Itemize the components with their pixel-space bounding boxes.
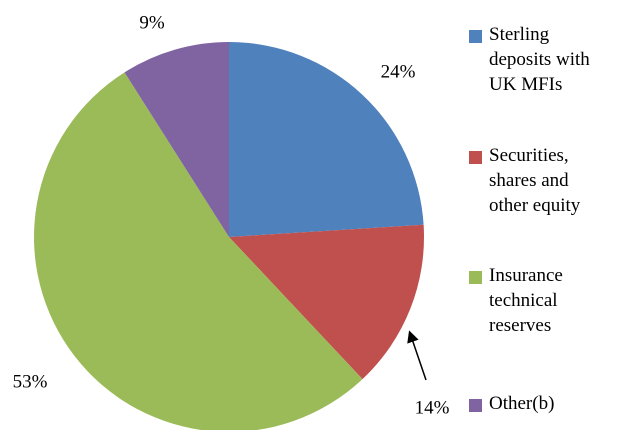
legend-swatch <box>469 399 482 412</box>
legend-label: Sterling deposits with UK MFIs <box>489 24 595 95</box>
data-label: 24% <box>381 61 416 82</box>
legend-label: Securities, shares and other equity <box>489 145 581 216</box>
legend-label: Other(b) <box>489 393 554 414</box>
data-label: 53% <box>13 371 48 392</box>
legend-swatch <box>469 30 482 43</box>
pie-slice <box>229 42 424 237</box>
legend-swatch <box>469 271 482 284</box>
data-label: 14% <box>415 397 450 418</box>
legend-label: Insurance technical reserves <box>489 265 568 336</box>
legend-swatch <box>469 151 482 164</box>
data-label: 9% <box>139 12 165 33</box>
pie-slice <box>34 72 363 430</box>
leader-arrow <box>407 330 427 381</box>
pie-slice <box>124 42 229 237</box>
pie-slice <box>229 224 424 380</box>
